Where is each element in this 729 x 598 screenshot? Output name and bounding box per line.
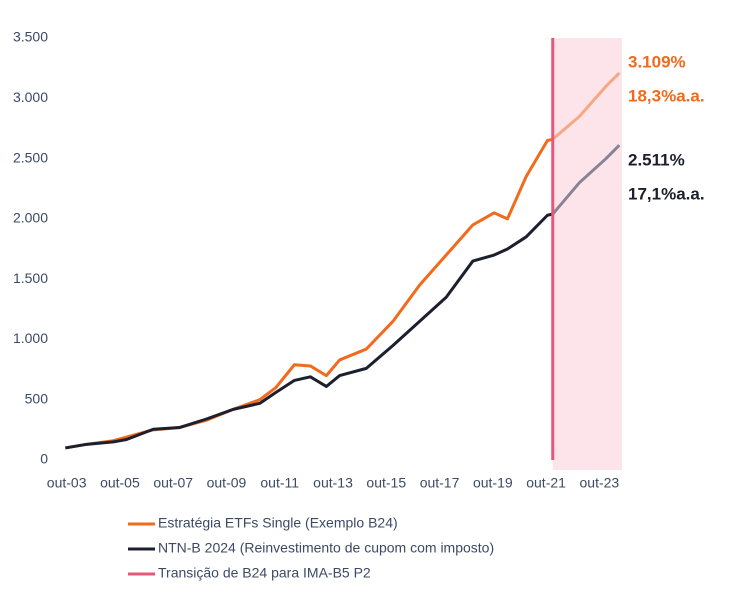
- annotation: 17,1%a.a.: [628, 184, 705, 203]
- x-tick-label: out-13: [313, 475, 353, 491]
- annotation: 2.511%: [628, 150, 685, 169]
- y-tick-label: 3.000: [13, 89, 48, 105]
- x-tick-label: out-03: [47, 475, 87, 491]
- y-tick-label: 3.500: [13, 29, 48, 45]
- y-tick-label: 2.500: [13, 149, 48, 165]
- y-tick-label: 0: [40, 451, 48, 467]
- legend-label: Transição de B24 para IMA-B5 P2: [158, 565, 371, 581]
- legend-label: Estratégia ETFs Single (Exemplo B24): [158, 515, 398, 531]
- x-tick-label: out-05: [100, 475, 140, 491]
- y-tick-label: 1.500: [13, 270, 48, 286]
- annotation: 3.109%: [628, 52, 686, 71]
- x-tick-label: out-21: [526, 475, 566, 491]
- legend-label: NTN-B 2024 (Reinvestimento de cupom com …: [158, 540, 494, 556]
- x-tick-label: out-07: [153, 475, 193, 491]
- annotation: 18,3%a.a.: [628, 86, 705, 105]
- x-tick-label: out-17: [420, 475, 460, 491]
- transition-shade: [552, 38, 622, 470]
- y-tick-label: 500: [25, 390, 49, 406]
- line-series-post: [551, 72, 621, 141]
- x-tick-label: out-23: [580, 475, 620, 491]
- x-tick-label: out-11: [260, 475, 299, 491]
- x-tick-label: out-19: [473, 475, 513, 491]
- line-series-post: [551, 144, 621, 216]
- x-tick-label: out-15: [366, 475, 406, 491]
- line-series: [65, 137, 554, 450]
- y-tick-label: 1.000: [13, 330, 48, 346]
- line-series: [65, 212, 554, 450]
- x-tick-label: out-09: [207, 475, 247, 491]
- y-tick-label: 2.000: [13, 210, 48, 226]
